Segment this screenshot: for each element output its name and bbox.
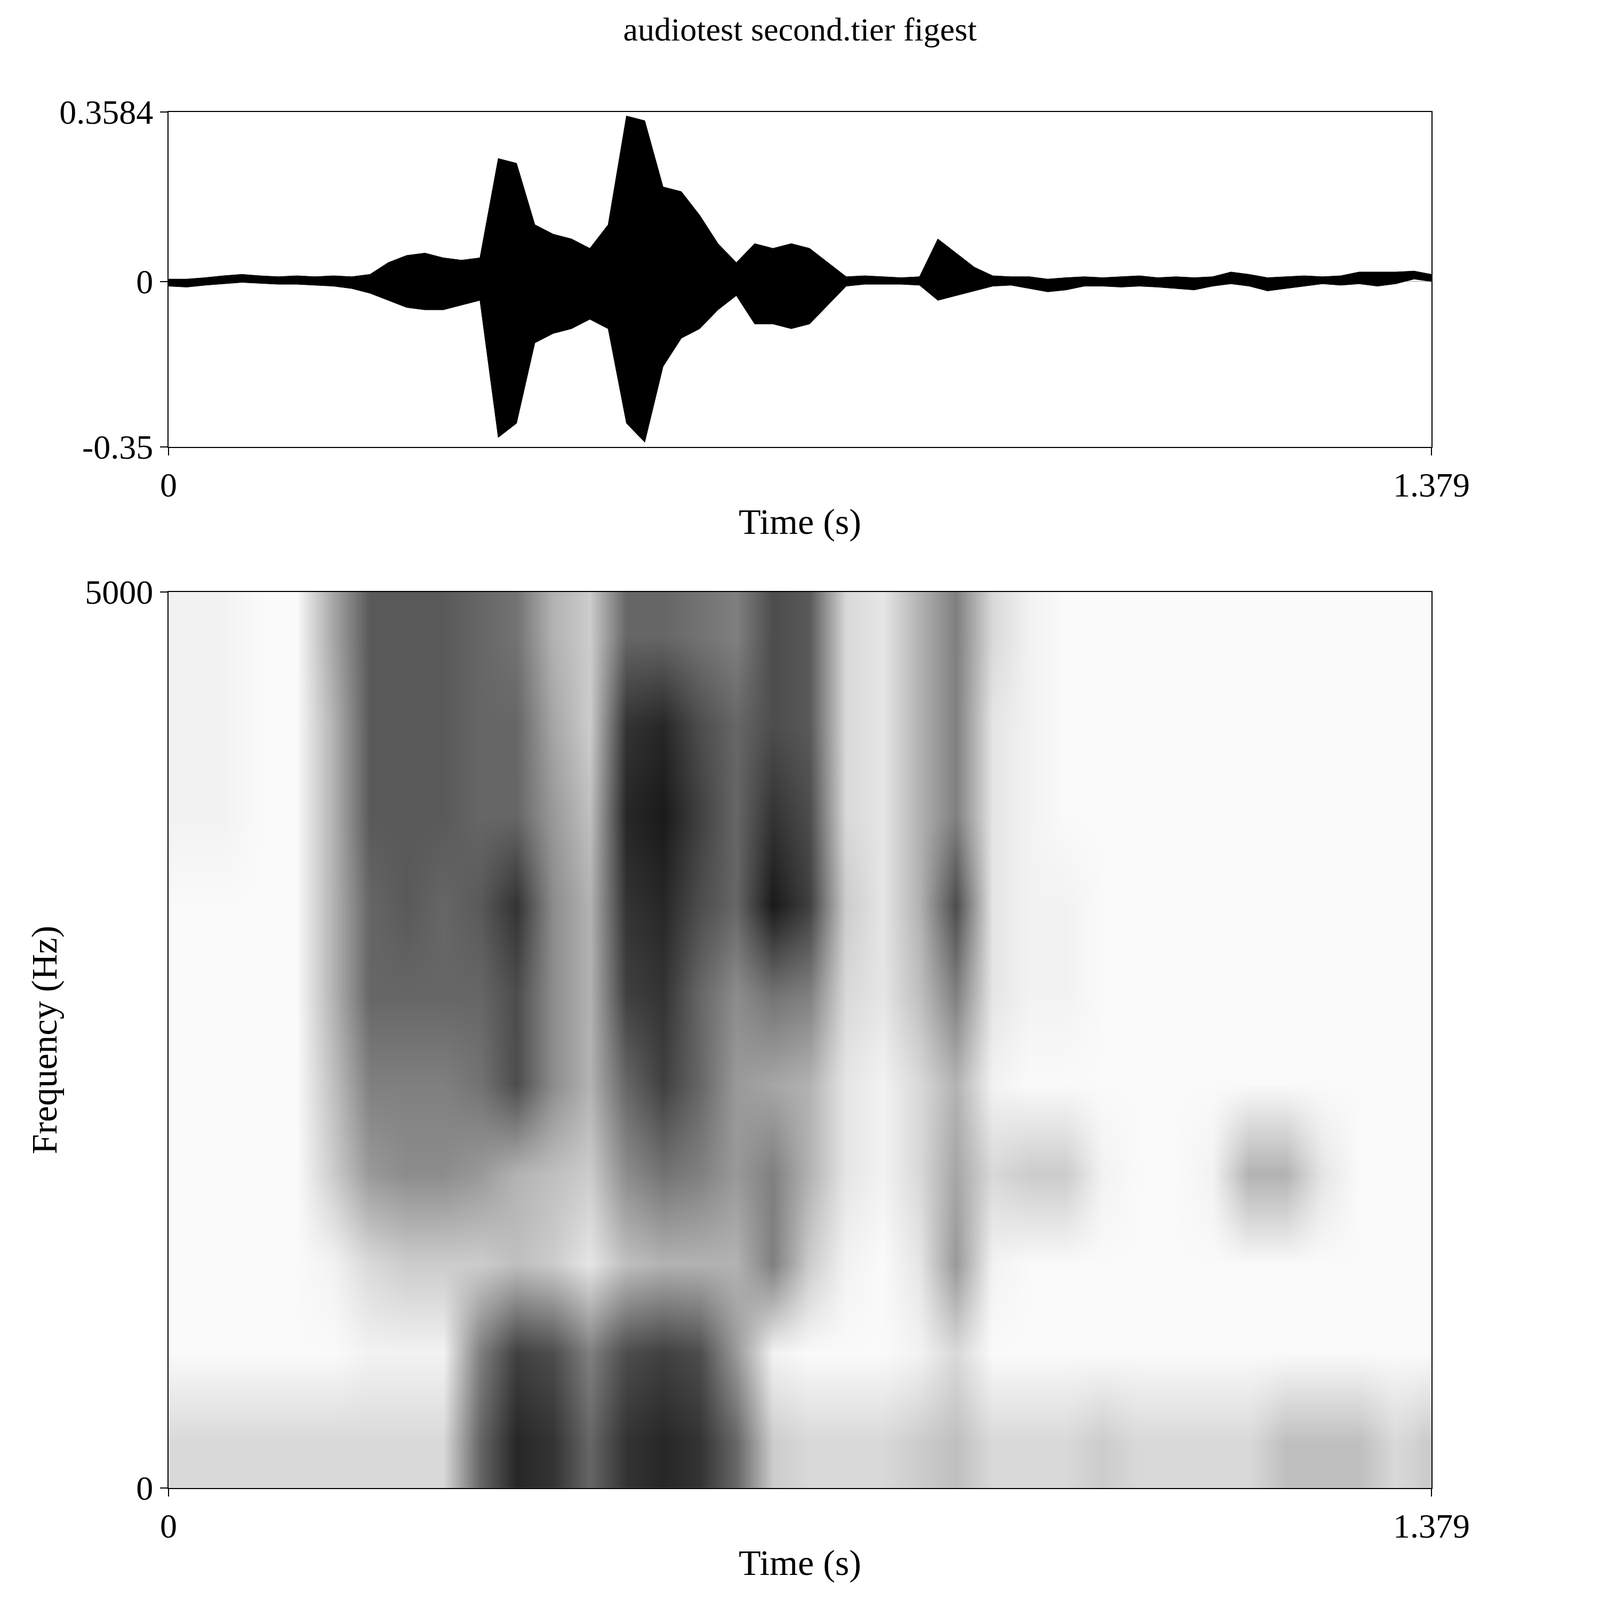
svg-text:Frequency (Hz): Frequency (Hz) [24,925,65,1155]
svg-text:Time (s): Time (s) [738,1542,862,1583]
svg-text:-0.35: -0.35 [82,428,154,467]
svg-text:1.379: 1.379 [1393,1507,1470,1546]
svg-text:5000: 5000 [84,573,154,612]
svg-text:Time (s): Time (s) [738,501,862,542]
svg-text:0: 0 [160,466,178,504]
svg-text:0.3584: 0.3584 [59,93,154,132]
svg-text:0: 0 [136,1469,154,1508]
svg-text:0: 0 [160,1507,178,1546]
svg-text:audiotest second.tier figest: audiotest second.tier figest [623,11,978,48]
svg-text:1.379: 1.379 [1393,466,1470,504]
svg-text:0: 0 [136,262,154,301]
